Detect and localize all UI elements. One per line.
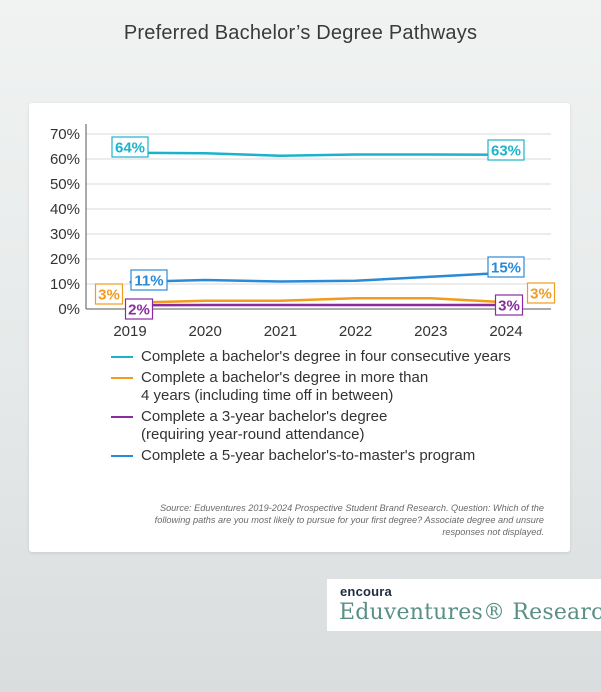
data-label-text: 15% (491, 260, 521, 277)
y-tick-label: 20% (50, 251, 80, 268)
data-label-box (94, 283, 124, 305)
data-point (430, 297, 432, 300)
x-tick-label: 2022 (339, 323, 372, 340)
legend-item: Complete a 3-year bachelor's degree (req… (111, 408, 561, 444)
end-label-series-0: 63% (487, 139, 525, 161)
data-point (430, 304, 432, 306)
data-point (279, 154, 282, 157)
end-label-series-3: 15% (487, 256, 525, 278)
y-tick-label: 0% (58, 301, 80, 318)
data-point (279, 299, 282, 302)
data-point (354, 279, 357, 282)
data-label-box (130, 269, 168, 291)
grid-lines (86, 133, 551, 285)
data-point (204, 279, 206, 281)
legend-label: Complete a bachelor's degree in four con… (141, 348, 511, 365)
data-point (279, 304, 282, 306)
legend-label: Complete a bachelor's degree in more tha… (141, 369, 429, 404)
start-label-series-3: 11% (130, 269, 168, 291)
series-lines (129, 151, 507, 307)
legend-item: Complete a bachelor's degree in more tha… (111, 369, 561, 405)
x-tick-label: 2020 (189, 323, 222, 340)
end-label-series-2: 3% (494, 294, 524, 316)
legend-swatch (111, 356, 133, 358)
axes: 0% 10% 20% 30% 40% 50% 60% 70% 2019 2020 2021 2022 2… (50, 124, 551, 340)
start-label-series-0: 64% (111, 136, 149, 158)
data-point (430, 153, 432, 156)
legend-label: Complete a 5-year bachelor's-to-master's… (141, 447, 476, 464)
logo-eduventures-text: Eduventures® Research (339, 600, 601, 625)
legend-swatch (111, 377, 133, 379)
data-point (204, 152, 206, 155)
data-point (204, 299, 206, 302)
end-label-series-1: 3% (526, 282, 556, 304)
data-label-box (124, 298, 154, 320)
legend-item: Complete a bachelor's degree in four con… (111, 348, 561, 366)
y-tick-label: 10% (50, 276, 80, 293)
data-label-text: 64% (115, 140, 145, 157)
data-label-box (111, 136, 149, 158)
x-tick-label: 2023 (414, 323, 447, 340)
legend-swatch (111, 416, 133, 418)
x-tick-label: 2019 (113, 323, 146, 340)
data-point (354, 297, 357, 300)
legend: Complete a bachelor's degree in four con… (111, 348, 561, 468)
data-point (204, 304, 206, 306)
start-label-series-2: 2% (124, 298, 154, 320)
data-point (279, 280, 282, 283)
data-label-text: 3% (530, 286, 552, 303)
logo: encoura Eduventures® Research (327, 579, 601, 631)
series-line-1 (129, 297, 507, 304)
source-note: Source: Eduventures 2019-2024 Prospectiv… (154, 503, 544, 537)
data-point (354, 304, 357, 306)
data-labels: 64% 63% 3% 3% 2% 3% 11% 15% (94, 136, 556, 320)
data-label-box (487, 256, 525, 278)
data-label-box (487, 139, 525, 161)
data-label-text: 3% (498, 298, 520, 315)
legend-label: Complete a 3-year bachelor's degree (req… (141, 408, 388, 443)
data-label-text: 63% (491, 143, 521, 160)
legend-swatch (111, 455, 133, 457)
start-label-series-1: 3% (94, 283, 124, 305)
y-tick-label: 50% (50, 176, 80, 193)
data-label-box (494, 294, 524, 316)
y-tick-label: 70% (50, 126, 80, 143)
x-tick-label: 2021 (264, 323, 297, 340)
chart-card: 0% 10% 20% 30% 40% 50% 60% 70% 2019 2020 2021 2022 2… (29, 103, 570, 552)
x-tick-label: 2024 (489, 323, 522, 340)
y-tick-label: 40% (50, 201, 80, 218)
legend-item: Complete a 5-year bachelor's-to-master's… (111, 447, 561, 465)
logo-encoura-text: encoura (340, 584, 392, 599)
page-title: Preferred Bachelor’s Degree Pathways (123, 22, 478, 44)
data-label-box (526, 282, 556, 304)
data-label-text: 11% (134, 273, 163, 290)
data-point (430, 275, 432, 278)
data-point (129, 281, 131, 283)
y-tick-label: 30% (50, 226, 80, 243)
data-label-text: 2% (128, 302, 150, 319)
data-label-text: 3% (98, 287, 120, 304)
line-chart: 0% 10% 20% 30% 40% 50% 60% 70% 2019 2020 2021 2022 2… (50, 124, 556, 340)
series-line-0 (129, 151, 507, 157)
y-tick-label: 60% (50, 151, 80, 168)
series-line-3 (129, 271, 507, 284)
data-point (354, 153, 357, 156)
